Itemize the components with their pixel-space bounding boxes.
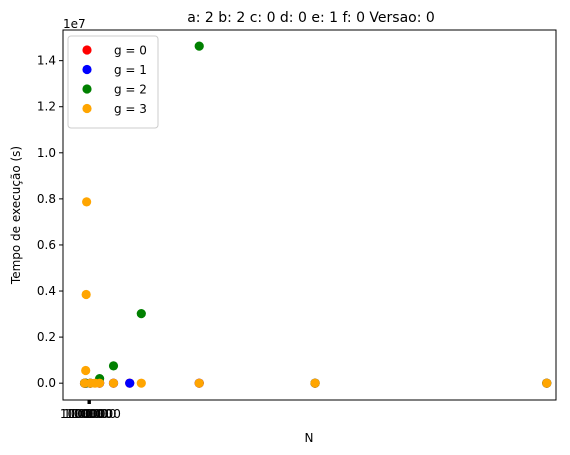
legend-marker: [82, 84, 92, 94]
x-tick-label: 10000000: [60, 407, 121, 421]
y-tick-label: 1.0: [37, 146, 56, 160]
data-point-g3: [542, 378, 552, 388]
data-point-g3: [82, 197, 92, 207]
legend-label: g = 2: [114, 83, 147, 97]
chart-title: a: 2 b: 2 c: 0 d: 0 e: 1 f: 0 Versao: 0: [187, 10, 435, 26]
data-point-g3: [136, 378, 146, 388]
x-tick-label: 1000000: [63, 407, 116, 421]
y-tick-label: 0.6: [37, 238, 56, 252]
data-point-g3: [108, 378, 119, 388]
y-scale-label: 1e7: [63, 17, 86, 31]
legend-marker: [82, 45, 92, 55]
x-axis-title: N: [305, 431, 314, 445]
data-point-g2: [194, 41, 204, 51]
data-point-g3: [194, 378, 204, 388]
legend: g = 0 g = 1 g = 2 g = 3: [67, 35, 159, 129]
data-point-g2: [108, 361, 119, 371]
data-point-g3: [310, 378, 320, 388]
x-tick-label: 1: [85, 407, 93, 421]
legend-label: g = 0: [114, 44, 147, 58]
data-point-g3: [95, 378, 105, 388]
y-tick-label: 1.2: [37, 100, 56, 114]
y-tick-label: 0.4: [37, 284, 56, 298]
legend-box: [67, 35, 159, 129]
data-point-g3: [81, 289, 91, 300]
legend-marker: [82, 103, 92, 114]
y-tick-label: 0.0: [37, 376, 56, 390]
data-point-g1: [125, 378, 135, 388]
y-tick-label: 0.8: [37, 192, 56, 206]
data-point-g3: [81, 365, 91, 376]
y-tick-label: 0.2: [37, 330, 56, 344]
legend-label: g = 3: [114, 102, 147, 116]
data-point-g2: [136, 309, 146, 319]
legend-label: g = 1: [114, 63, 147, 77]
y-axis-title: Tempo de execução (s): [9, 146, 23, 285]
plot-frame: [62, 29, 557, 401]
x-tick-label: 10000: [70, 407, 108, 421]
x-tick-label: 100000: [66, 407, 112, 421]
y-tick-label: 1.4: [37, 54, 56, 68]
x-tick-label: 1000: [73, 407, 104, 421]
legend-marker: [82, 64, 92, 75]
